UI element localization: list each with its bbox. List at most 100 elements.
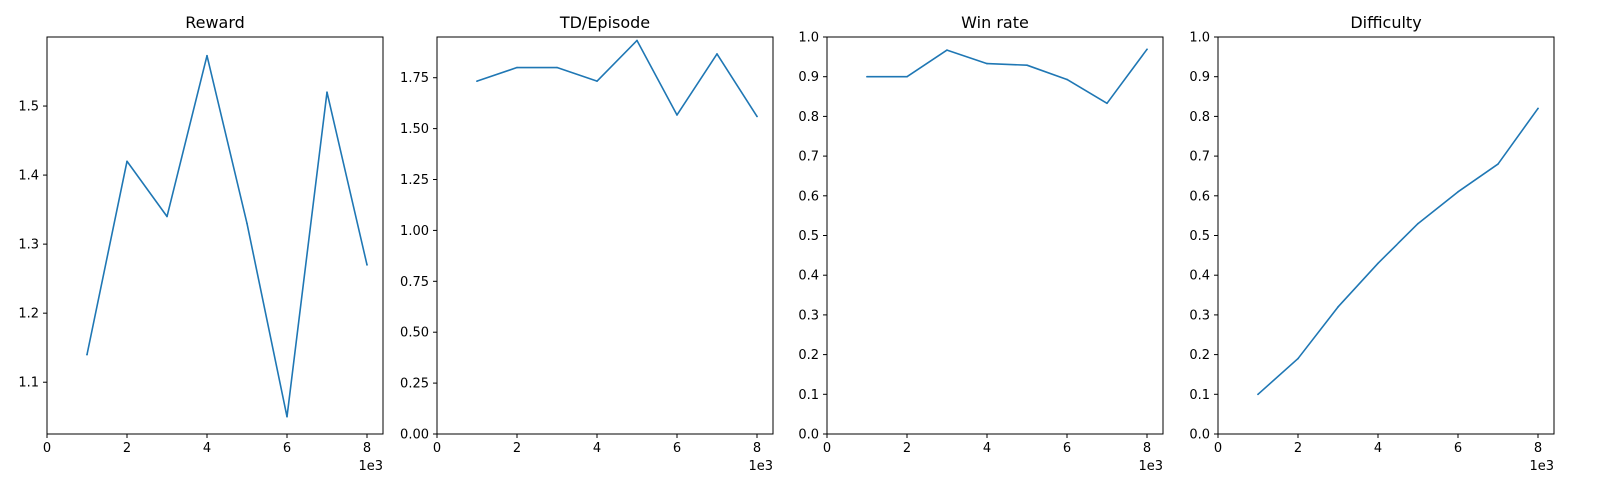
y-tick-label: 0.0 xyxy=(798,428,819,443)
y-tick-label: 0.50 xyxy=(400,326,429,341)
x-tick-label: 2 xyxy=(903,441,911,456)
data-point xyxy=(1377,262,1379,265)
data-point xyxy=(676,114,678,116)
data-point xyxy=(206,54,208,57)
chart-panel-1: Reward 1.1 1.2 1.3 1.4 1.5 0 2 4 6 8 1e3 xyxy=(18,13,384,474)
y-tick-label: 0.2 xyxy=(798,348,819,363)
y-tick-label: 0.25 xyxy=(400,377,429,392)
x-tick-label: 6 xyxy=(1454,441,1462,456)
axes-frame xyxy=(1217,36,1555,435)
y-tick-label: 0.8 xyxy=(1189,110,1210,125)
y-tick-label: 1.25 xyxy=(400,173,429,188)
x-tick-label: 0 xyxy=(1214,441,1222,456)
x-offset-label: 1e3 xyxy=(358,459,383,474)
x-tick-label: 4 xyxy=(983,441,991,456)
x-tick-label: 2 xyxy=(123,441,131,456)
x-tick-label: 6 xyxy=(1063,441,1071,456)
y-tick-label: 0.3 xyxy=(1189,308,1210,323)
y-tick-label: 0.1 xyxy=(1189,388,1210,403)
y-tick-label: 0.7 xyxy=(798,150,819,165)
data-point xyxy=(986,62,988,65)
y-tick-label: 1.0 xyxy=(798,31,819,46)
data-point xyxy=(1497,163,1499,165)
x-tick-label: 2 xyxy=(1294,441,1302,456)
y-tick-label: 0.3 xyxy=(798,308,819,323)
y-tick-label: 0.4 xyxy=(798,269,819,284)
data-point xyxy=(1066,78,1068,81)
data-point xyxy=(516,66,518,69)
data-point xyxy=(756,115,758,118)
y-tick-label: 0.4 xyxy=(1189,269,1210,284)
x-tick-label: 8 xyxy=(1143,441,1151,456)
x-offset-label: 1e3 xyxy=(748,459,773,474)
x-tick-label: 6 xyxy=(673,441,681,456)
y-tick-label: 1.50 xyxy=(400,122,429,137)
chart-title: Difficulty xyxy=(1350,13,1421,32)
data-point xyxy=(246,222,248,225)
chart-panel-4: Difficulty 0.0 0.1 0.2 0.3 0.4 0.5 0.6 0.7 0.8 0.9… xyxy=(1189,13,1555,474)
data-point xyxy=(906,75,908,78)
x-tick-label: 8 xyxy=(363,441,371,456)
data-point xyxy=(1457,191,1459,193)
y-tick-label: 0.6 xyxy=(798,189,819,204)
data-point xyxy=(1337,306,1339,308)
axes-frame xyxy=(826,36,1164,435)
data-point xyxy=(326,91,328,94)
data-point xyxy=(366,264,368,266)
series-line xyxy=(1257,107,1539,396)
y-tick-label: 1.1 xyxy=(18,376,39,391)
x-offset-label: 1e3 xyxy=(1138,459,1163,474)
x-tick-label: 6 xyxy=(283,441,291,456)
y-tick-label: 0.75 xyxy=(400,275,429,290)
data-point xyxy=(1257,393,1259,396)
data-point xyxy=(1106,102,1108,105)
x-tick-label: 0 xyxy=(43,441,51,456)
data-point xyxy=(716,53,718,55)
y-tick-label: 1.2 xyxy=(18,307,39,322)
x-tick-label: 8 xyxy=(753,441,761,456)
y-tick-label: 0.8 xyxy=(798,110,819,125)
data-point xyxy=(1417,222,1419,225)
series-line xyxy=(476,39,758,118)
chart-title: Reward xyxy=(185,13,245,32)
y-tick-label: 0.5 xyxy=(1189,229,1210,244)
data-point xyxy=(476,80,478,82)
y-tick-label: 0.6 xyxy=(1189,189,1210,204)
data-point xyxy=(636,39,638,42)
y-tick-label: 0.0 xyxy=(1189,428,1210,443)
x-offset-label: 1e3 xyxy=(1529,459,1554,474)
y-tick-label: 1.5 xyxy=(18,100,39,115)
data-point xyxy=(86,353,88,356)
axes-frame xyxy=(436,36,774,435)
axes-frame xyxy=(46,36,384,435)
data-point xyxy=(1146,48,1148,51)
data-point xyxy=(126,160,128,163)
y-tick-label: 1.75 xyxy=(400,71,429,86)
series-line xyxy=(86,54,368,418)
chart-panel-2: TD/Episode 0.00 0.25 0.50 0.75 1.00 1.25 1.50 1.… xyxy=(400,13,774,474)
y-tick-label: 1.0 xyxy=(1189,31,1210,46)
data-point xyxy=(166,215,168,218)
data-point xyxy=(1297,357,1299,360)
chart-panel-3: Win rate 0.0 0.1 0.2 0.3 0.4 0.5 0.6 0.7 0.8 0.9 1.… xyxy=(798,13,1164,474)
series-line xyxy=(866,48,1148,105)
y-tick-label: 0.9 xyxy=(798,70,819,85)
x-tick-label: 0 xyxy=(433,441,441,456)
data-point xyxy=(1026,64,1028,66)
x-tick-label: 2 xyxy=(513,441,521,456)
data-point xyxy=(866,75,868,78)
data-point xyxy=(596,80,598,82)
y-tick-label: 1.3 xyxy=(18,238,39,253)
y-tick-label: 0.1 xyxy=(798,388,819,403)
x-tick-label: 0 xyxy=(823,441,831,456)
y-tick-label: 0.7 xyxy=(1189,150,1210,165)
y-tick-label: 0.00 xyxy=(400,428,429,443)
x-tick-label: 4 xyxy=(203,441,211,456)
chart-title: Win rate xyxy=(961,13,1029,32)
x-tick-label: 8 xyxy=(1534,441,1542,456)
chart-title: TD/Episode xyxy=(559,13,650,32)
y-tick-label: 0.5 xyxy=(798,229,819,244)
